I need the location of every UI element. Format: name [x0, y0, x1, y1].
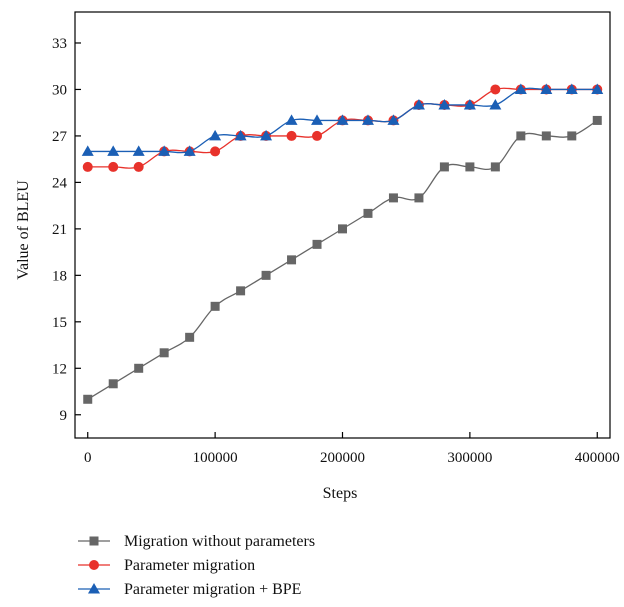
x-tick-label: 400000 — [575, 450, 620, 466]
series-2-point — [133, 161, 144, 172]
series-1-point — [490, 162, 500, 172]
series-3-point — [311, 114, 324, 125]
series-1-point — [261, 270, 271, 280]
y-axis-title: Value of BLEU — [15, 180, 32, 280]
series-1-point — [134, 363, 144, 373]
series-3-point — [336, 114, 349, 125]
series-3-point — [285, 114, 298, 125]
series-3-point — [565, 83, 578, 94]
series-2-point — [210, 146, 221, 157]
series-2-point — [108, 161, 119, 172]
series-3-point — [107, 145, 120, 156]
series-3-point — [387, 114, 400, 125]
series-3-point — [183, 145, 196, 156]
series-1-point — [388, 193, 398, 203]
y-tick-label: 30 — [52, 82, 67, 98]
series-1-point — [338, 224, 347, 234]
x-axis-title: Steps — [323, 485, 358, 502]
legend-label-2: Parameter migration — [124, 557, 255, 574]
legend: Migration without parameters Parameter mi… — [78, 533, 315, 598]
series-3-point — [514, 83, 527, 94]
series-1-point — [465, 162, 475, 172]
series-3-point — [209, 129, 222, 141]
series-1-point — [236, 286, 246, 296]
series-1-point — [592, 115, 602, 125]
series-1-point — [567, 131, 577, 141]
series-3-point — [438, 98, 451, 110]
series-3-point — [260, 129, 273, 141]
series-3-point — [591, 83, 604, 94]
series-3-point — [489, 98, 502, 110]
plot-area: 9 12 15 18 21 24 27 30 33 0 100000 200000 300000 4000… — [52, 11, 620, 466]
series-2-point — [490, 84, 501, 95]
y-tick-label: 33 — [52, 36, 67, 52]
series-3-point — [158, 145, 171, 156]
x-tick-label: 100000 — [193, 450, 238, 466]
y-tick-label: 18 — [52, 268, 67, 284]
series-3-point — [412, 98, 425, 110]
series-3-point — [234, 129, 247, 141]
series-1-point — [363, 208, 373, 218]
y-tick-label: 24 — [52, 175, 68, 191]
y-tick-label: 15 — [52, 315, 67, 331]
series-1-point — [541, 131, 551, 141]
series-2-point — [82, 161, 93, 172]
series-1-point — [159, 348, 169, 358]
series-1-point — [439, 162, 449, 172]
legend-marker-2 — [89, 560, 99, 570]
y-tick-label: 9 — [60, 408, 68, 424]
series-1-point — [516, 131, 526, 141]
x-tick-label: 200000 — [320, 450, 365, 466]
series-1-point — [414, 193, 424, 203]
y-tick-label: 27 — [52, 129, 68, 145]
legend-marker-3 — [88, 583, 100, 594]
series-3-point — [361, 114, 374, 125]
series-1-point — [287, 255, 297, 265]
x-tick-label: 300000 — [447, 450, 492, 466]
series-3-point — [81, 145, 94, 156]
series-3-point — [540, 83, 553, 94]
series-1-point — [185, 332, 195, 342]
legend-label-3: Parameter migration + BPE — [124, 581, 301, 598]
y-tick-label: 12 — [52, 361, 67, 377]
series-1-point — [312, 239, 322, 249]
y-tick-label: 21 — [52, 222, 67, 238]
legend-marker-1 — [89, 536, 99, 546]
series-2-point — [312, 130, 323, 141]
series-1-point — [83, 394, 93, 404]
x-tick-label: 0 — [84, 450, 92, 466]
legend-label-1: Migration without parameters — [124, 533, 315, 550]
series-3-point — [463, 98, 476, 110]
series-2-point — [286, 130, 297, 141]
series-3-point — [132, 145, 145, 156]
series-1-point — [108, 379, 118, 389]
series-1-point — [210, 301, 220, 311]
